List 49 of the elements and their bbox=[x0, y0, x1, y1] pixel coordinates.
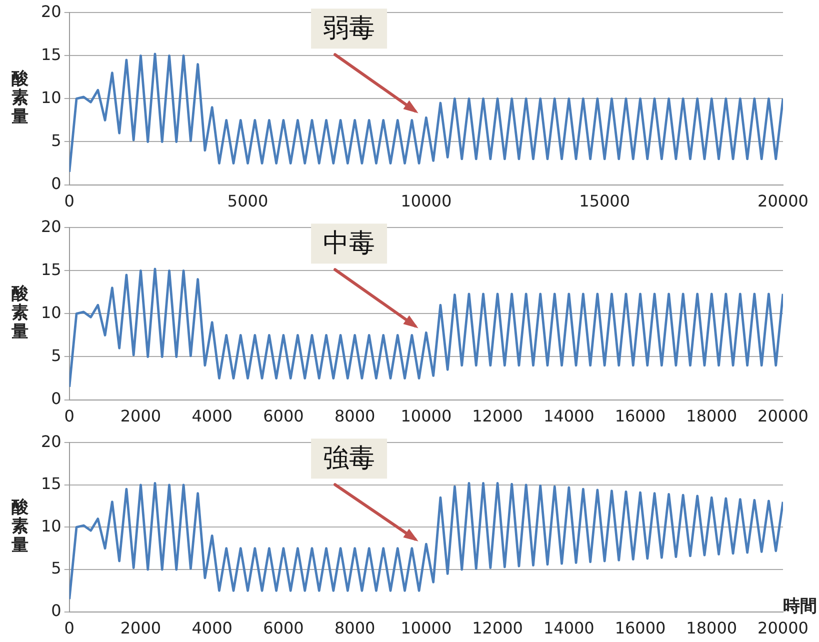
x-tick-label: 0 bbox=[64, 192, 74, 211]
annotation: 強毒 bbox=[323, 443, 376, 474]
x-tick-label: 10000 bbox=[400, 406, 452, 426]
x-tick-label: 6000 bbox=[263, 406, 304, 426]
x-tick-label: 10000 bbox=[400, 618, 452, 638]
x-tick-label: 5000 bbox=[227, 192, 268, 211]
y-tick-label: 20 bbox=[41, 432, 62, 451]
y-tick-label: 10 bbox=[41, 302, 62, 322]
x-tick-label: 14000 bbox=[543, 618, 594, 638]
y-tick-label: 10 bbox=[41, 88, 62, 107]
y-axis-title: 酸素量 bbox=[10, 284, 30, 342]
x-tick-label: 0 bbox=[64, 618, 74, 638]
y-tick-label: 10 bbox=[41, 516, 62, 536]
y-tick-label: 0 bbox=[51, 174, 62, 193]
y-tick-label: 5 bbox=[51, 130, 62, 150]
y-tick-label: 5 bbox=[51, 346, 62, 365]
y-tick-label: 0 bbox=[51, 388, 62, 408]
x-tick-label: 8000 bbox=[334, 618, 376, 638]
x-tick-label: 20000 bbox=[758, 192, 808, 211]
x-tick-label: 10000 bbox=[400, 192, 452, 211]
y-tick-label: 15 bbox=[41, 474, 62, 494]
y-axis-title: 酸素量 bbox=[10, 498, 30, 556]
x-tick-label: 20000 bbox=[758, 618, 808, 638]
x-tick-label: 0 bbox=[64, 406, 74, 426]
x-tick-label: 15000 bbox=[579, 192, 630, 211]
x-tick-label: 12000 bbox=[472, 406, 523, 426]
x-tick-label: 2000 bbox=[120, 618, 162, 638]
x-tick-label: 16000 bbox=[614, 406, 666, 426]
x-tick-label: 2000 bbox=[120, 406, 162, 426]
y-tick-label: 5 bbox=[51, 558, 62, 578]
x-tick-label: 20000 bbox=[758, 406, 808, 426]
y-tick-label: 0 bbox=[51, 600, 62, 620]
y-tick-label: 15 bbox=[41, 260, 62, 279]
x-tick-label: 12000 bbox=[472, 618, 523, 638]
x-tick-label: 18000 bbox=[686, 406, 738, 426]
x-tick-label: 18000 bbox=[686, 618, 738, 638]
y-tick-label: 15 bbox=[41, 44, 62, 64]
annotation: 弱毒 bbox=[323, 13, 376, 44]
y-tick-label: 20 bbox=[41, 216, 62, 236]
x-tick-label: 4000 bbox=[192, 406, 232, 426]
x-tick-label: 4000 bbox=[192, 618, 232, 638]
y-axis-title: 酸素量 bbox=[10, 69, 30, 128]
x-tick-label: 14000 bbox=[543, 406, 594, 426]
annotation: 中毒 bbox=[323, 228, 376, 258]
x-tick-label: 6000 bbox=[263, 618, 304, 638]
x-tick-label: 16000 bbox=[614, 618, 666, 638]
y-tick-label: 20 bbox=[41, 2, 62, 21]
x-tick-label: 8000 bbox=[334, 406, 376, 426]
x-axis-title: 時間 bbox=[783, 596, 817, 617]
